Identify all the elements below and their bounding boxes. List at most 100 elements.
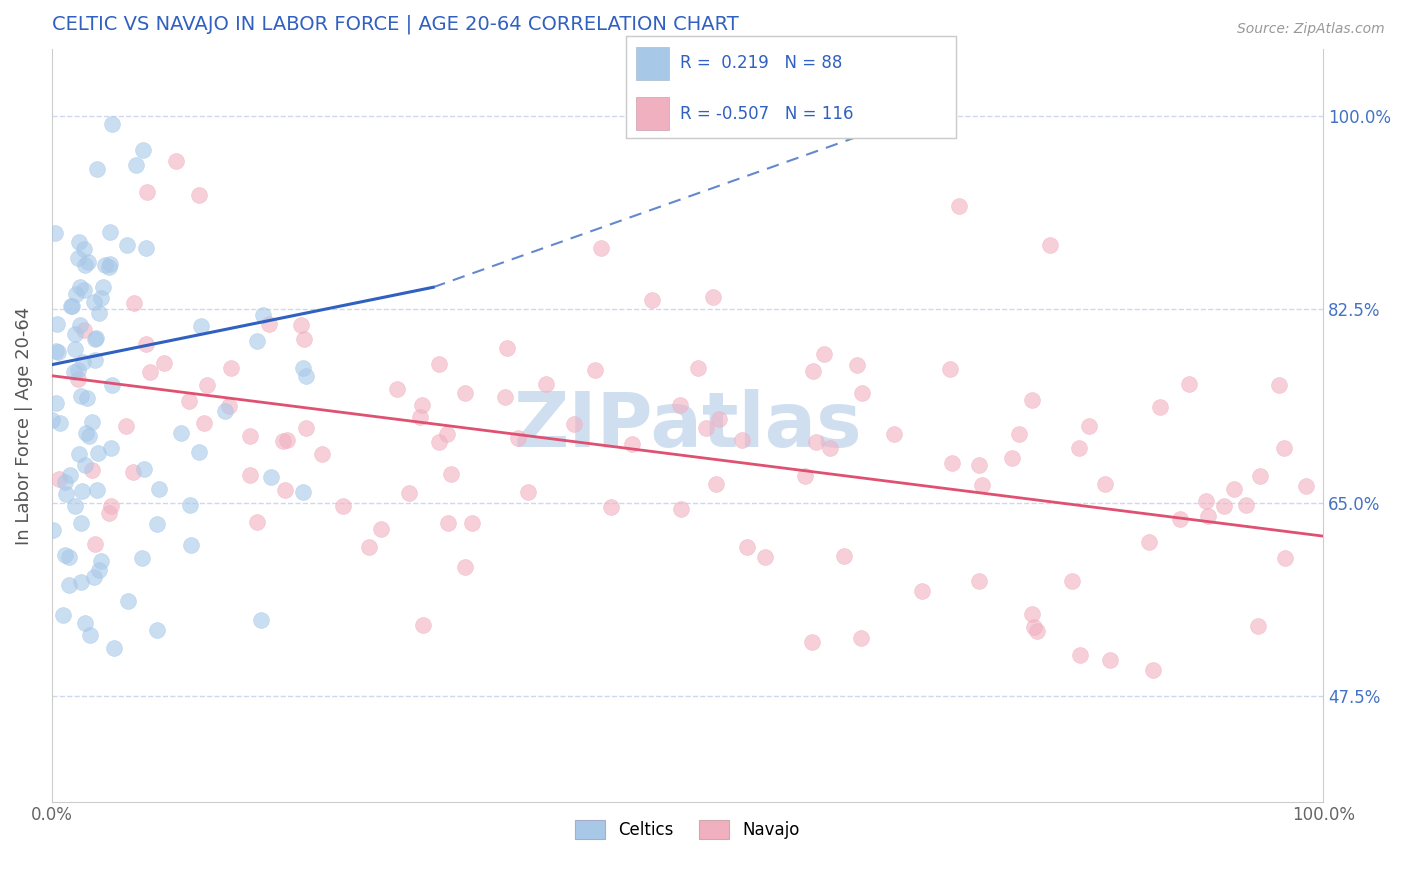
Point (177, 393, 200, 408)
Point (1077, 418, 1099, 433)
Point (589, 241, 612, 255)
Text: R =  0.219   N = 88: R = 0.219 N = 88 (681, 54, 842, 72)
Point (72, 242, 94, 256)
Point (688, 361, 710, 376)
Point (58, 578, 80, 592)
Point (69, 279, 91, 293)
Point (911, 584, 934, 599)
Point (138, 365, 160, 379)
Point (146, 516, 169, 531)
Point (83, 570, 105, 584)
Point (707, 411, 730, 425)
Point (252, 309, 274, 323)
Point (494, 390, 516, 404)
Point (260, 470, 283, 484)
Point (1249, 469, 1271, 483)
Point (461, 516, 484, 530)
Point (506, 431, 529, 445)
Point (80, 415, 103, 429)
Point (292, 484, 315, 499)
Point (193, 416, 215, 430)
Point (125, 157, 148, 171)
Point (41, 412, 63, 426)
Point (731, 433, 754, 447)
Point (357, 540, 380, 554)
Point (1021, 392, 1043, 407)
Point (72, 355, 94, 369)
Point (70, 389, 93, 403)
Point (851, 385, 873, 400)
Point (409, 409, 432, 424)
Point (46, 345, 69, 359)
Point (75, 615, 97, 630)
Point (87, 446, 110, 460)
Point (148, 483, 170, 497)
Point (100, 441, 122, 455)
Point (80, 463, 103, 477)
Point (101, 117, 124, 131)
Point (84, 332, 107, 346)
Point (67, 447, 90, 461)
Point (516, 485, 538, 500)
Point (1247, 618, 1270, 632)
Point (846, 358, 869, 372)
Point (44, 227, 66, 241)
Point (103, 640, 125, 655)
Point (69, 318, 91, 332)
Point (117, 594, 139, 608)
Point (496, 341, 519, 355)
Point (63, 365, 86, 379)
Point (179, 498, 201, 512)
Point (72, 283, 94, 297)
Point (91, 280, 114, 294)
Point (1069, 442, 1091, 456)
Point (65, 286, 87, 301)
Point (534, 377, 557, 392)
Point (67, 235, 90, 249)
Point (49, 416, 72, 430)
Point (239, 428, 262, 442)
Text: ZIPatlas: ZIPatlas (513, 389, 862, 463)
Point (98, 225, 121, 239)
Point (454, 385, 477, 400)
Point (436, 427, 458, 442)
Point (291, 361, 314, 376)
Point (1149, 400, 1171, 414)
Point (66, 371, 89, 385)
Y-axis label: In Labor Force | Age 20-64: In Labor Force | Age 20-64 (15, 306, 32, 545)
Point (219, 360, 242, 375)
Point (1178, 376, 1201, 391)
Point (1212, 500, 1234, 514)
Point (1168, 511, 1191, 525)
Point (86, 483, 108, 497)
Point (600, 500, 623, 514)
Point (1295, 479, 1317, 493)
Point (702, 290, 724, 304)
Text: Source: ZipAtlas.com: Source: ZipAtlas.com (1237, 22, 1385, 37)
Point (65, 500, 87, 514)
Point (180, 538, 202, 552)
Point (294, 421, 316, 435)
Point (53, 549, 76, 563)
Point (86, 161, 108, 176)
Point (135, 337, 157, 351)
Point (1021, 607, 1043, 621)
Point (1008, 426, 1031, 441)
Point (73, 458, 96, 473)
Point (370, 523, 392, 537)
Point (1069, 648, 1091, 662)
Point (45, 343, 67, 358)
Point (801, 364, 824, 378)
Point (849, 632, 872, 646)
Point (42, 523, 65, 537)
Point (66, 363, 89, 377)
Point (67, 251, 90, 265)
Point (246, 334, 269, 348)
Point (90, 554, 112, 568)
Point (398, 486, 420, 500)
Point (100, 499, 122, 513)
Point (641, 293, 664, 307)
Point (53, 475, 76, 489)
Point (89, 305, 111, 319)
Point (1142, 664, 1164, 678)
